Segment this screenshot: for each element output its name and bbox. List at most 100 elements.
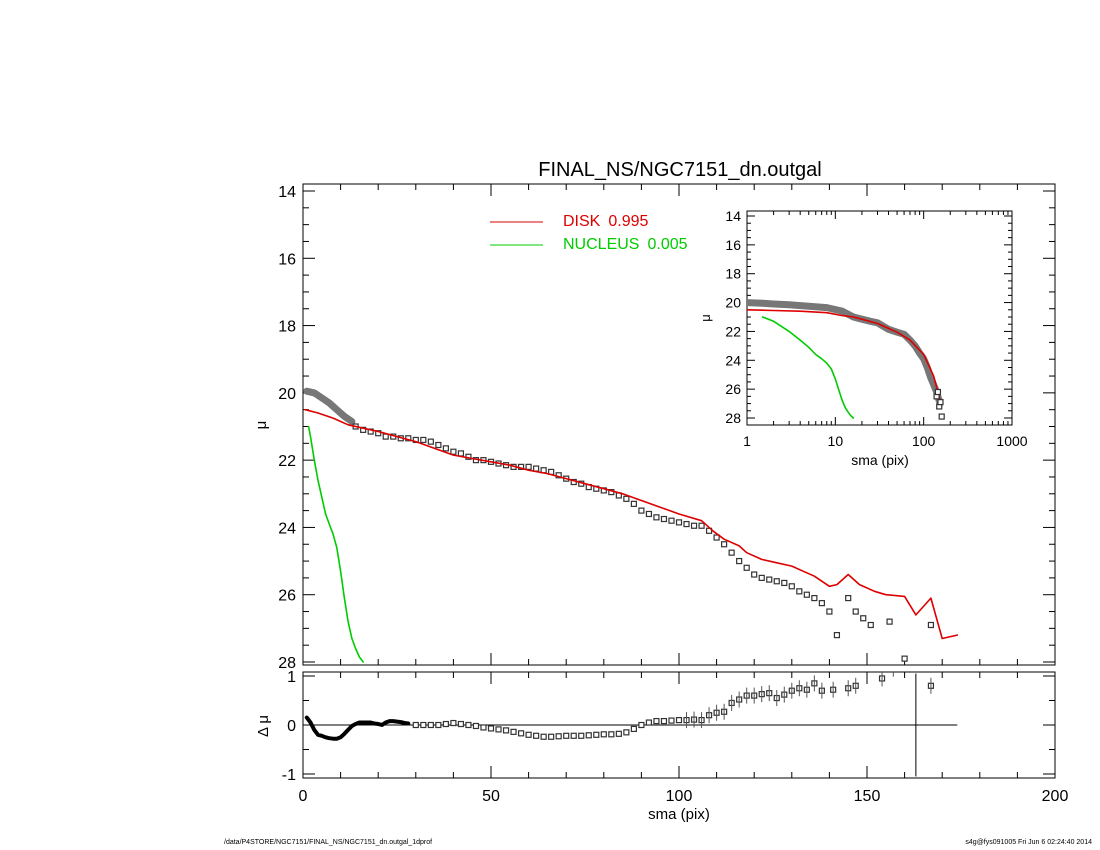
data-point [818,600,825,607]
series-line-thick-grey [747,299,943,405]
residual-panel: 10-1 0 50 100 150 200 Δ μ sma (pix) [255,669,1069,823]
data-point [480,724,487,731]
data-point [360,426,367,433]
inset-y-axis: 14 16 18 20 22 24 26 28 [725,208,1012,426]
data-point [427,721,434,729]
data-point [510,728,517,735]
data-point [683,520,690,528]
data-point [845,594,852,602]
inset-y-tick-label: 24 [725,352,741,368]
data-point [533,732,540,739]
data-point [653,514,660,521]
shared-x-axis: 0 50 100 150 200 [299,672,1069,805]
data-point [623,729,630,736]
data-point [412,436,419,444]
data-point [867,621,874,629]
data-point [803,591,810,598]
series-line-series [747,308,943,408]
inset-plot-frame [746,210,1013,426]
main-x-label: sma (pix) [648,806,710,823]
data-points-open-squares [352,423,935,662]
main-y-tick-label: 16 [278,251,296,268]
inset-y-tick-label: 28 [725,410,741,426]
data-point [886,618,893,625]
data-point [420,721,427,729]
data-point [660,717,668,725]
x-tick-label: 0 [299,788,308,805]
data-point [593,731,600,738]
series-line-thick-grey [303,387,356,425]
inset-clipped-series [747,299,945,420]
data-point [937,399,944,406]
data-point [457,450,465,457]
x-tick-label: 200 [1042,788,1069,805]
data-point [826,608,833,615]
data-point [435,441,442,449]
main-y-tick-label: 18 [278,319,296,336]
main-y-tick-label: 20 [278,386,296,403]
data-point [540,733,547,740]
data-point [638,721,645,729]
data-point [698,522,705,529]
data-point [600,731,607,738]
series-line-thick-line [304,715,411,741]
main-y-label: μ [253,421,270,430]
data-point [781,579,788,587]
data-point [758,574,765,581]
data-point [638,507,645,514]
data-point [548,733,555,740]
inset-y-tick-label: 20 [725,295,741,311]
data-point [811,594,818,602]
x-tick-label: 100 [666,788,693,805]
data-point [938,413,945,420]
data-point [630,500,637,507]
data-point [630,725,637,733]
inset-x-label: sma (pix) [851,452,909,468]
residual-y-label: Δ μ [255,715,272,737]
data-point [570,732,577,739]
data-point [728,549,735,556]
residual-y-tick-label: -1 [282,767,296,784]
data-point [412,721,419,729]
inset-x-tick-label: 10 [828,433,844,449]
data-point [675,716,683,724]
data-point [660,515,668,523]
residual-y-axis: 1 0 -1 [282,669,1055,784]
main-panel: 14 16 18 20 22 24 26 28 μ DISK 0.995 NUCLEUS 0.00… [253,183,1056,672]
inset-y-tick-label: 18 [725,266,741,282]
data-point [743,564,750,571]
main-y-axis: 14 16 18 20 22 24 26 28 [278,184,1056,672]
data-point [751,571,758,578]
footer-file-path: /data/P4STORE/NGC7151/FINAL_NS/NGC7151_d… [224,839,433,846]
x-tick-label: 50 [482,788,500,805]
inset-y-tick-label: 26 [725,381,741,397]
inset-x-tick-label: 1 [743,433,751,449]
data-point [563,732,570,739]
data-point [736,557,743,565]
data-point [668,517,675,524]
data-point [472,722,480,730]
data-point [653,717,660,725]
main-y-tick-label: 26 [278,588,296,605]
data-point [623,495,630,502]
data-point [450,448,457,455]
data-point [465,721,472,729]
legend: DISK 0.995 NUCLEUS 0.005 [490,213,688,253]
data-point [675,519,683,526]
data-point [927,621,935,629]
data-points-open-squares [412,675,935,740]
inset-panel: 14 16 18 20 22 24 26 28 1 10 100 1000 μ sma (pix) [698,208,1028,468]
data-point [615,730,622,737]
data-point [442,720,449,728]
data-point [427,438,434,445]
data-points-open-squares [933,388,945,420]
data-point [442,445,449,452]
main-clipped-series [303,387,959,663]
chart-title: FINAL_NS/NGC7151_dn.outgal [538,159,822,181]
footer-timestamp: s4g@fys091005 Fri Jun 6 02:24:40 2014 [965,839,1092,846]
main-y-tick-label: 24 [278,520,296,537]
data-point [645,719,653,726]
residual-y-tick-label: 0 [287,718,296,735]
residual-plot-data [303,672,958,777]
